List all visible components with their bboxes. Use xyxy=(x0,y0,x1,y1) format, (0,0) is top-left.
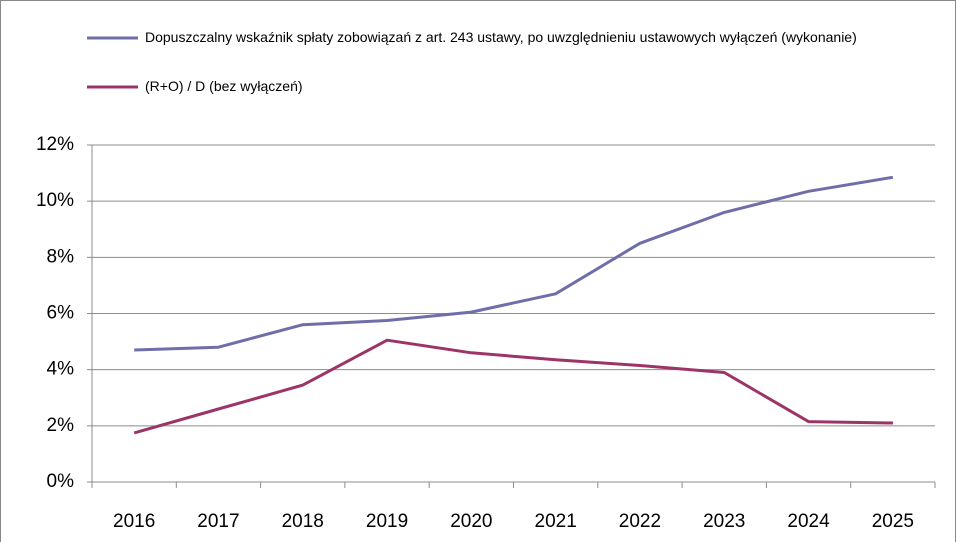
x-tick-label: 2020 xyxy=(450,511,492,532)
x-tick-label: 2016 xyxy=(113,511,155,532)
y-tick-label: 6% xyxy=(47,303,75,324)
series-line xyxy=(134,175,894,352)
x-tick-label: 2024 xyxy=(787,511,830,532)
x-tick-label: 2022 xyxy=(619,511,661,532)
series-line xyxy=(133,338,893,435)
x-tick-label: 2023 xyxy=(703,511,745,532)
y-tick-label: 10% xyxy=(36,190,74,211)
y-tick-label: 0% xyxy=(47,471,75,492)
y-tick-label: 12% xyxy=(36,134,74,155)
x-tick-label: 2017 xyxy=(197,511,239,532)
y-tick-label: 8% xyxy=(47,246,75,267)
x-tick-label: 2021 xyxy=(535,511,577,532)
x-tick-label: 2018 xyxy=(282,511,324,532)
legend-label: (R+O) / D (bez wyłączeń) xyxy=(145,78,303,94)
x-tick-label: 2019 xyxy=(366,511,408,532)
x-tick-label: 2025 xyxy=(872,511,914,532)
legend-label: Dopuszczalny wskaźnik spłaty zobowiązań … xyxy=(145,29,857,45)
y-tick-label: 2% xyxy=(47,415,75,436)
y-tick-label: 4% xyxy=(47,359,75,380)
